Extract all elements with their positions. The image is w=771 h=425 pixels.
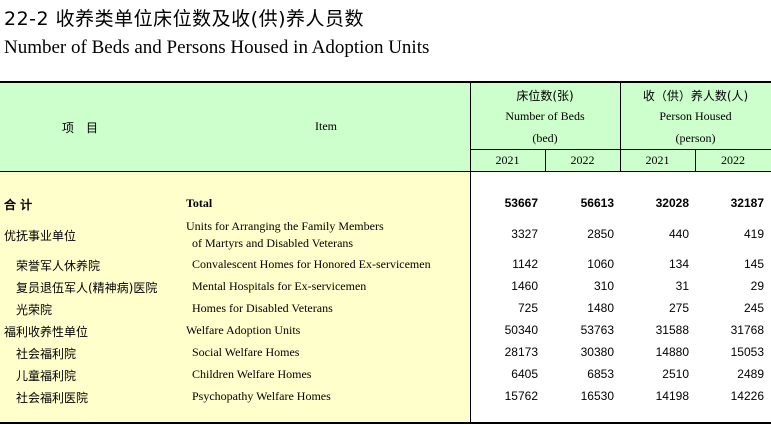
row-label-cn: 社会福利院 bbox=[16, 347, 77, 361]
table-row: 荣誉军人休养院 Convalescent Homes for Honored E… bbox=[0, 257, 771, 273]
cell-beds-2021: 53667 bbox=[504, 196, 538, 210]
header-persons-en: Person Housed bbox=[659, 109, 732, 123]
persons-year-divider bbox=[695, 149, 696, 171]
header-persons-unit: (person) bbox=[675, 131, 716, 145]
header-year-beds-2021: 2021 bbox=[495, 153, 520, 167]
header-persons-cn: 收（供）养人数(人) bbox=[642, 89, 749, 103]
cell-persons-2021: 14880 bbox=[655, 345, 689, 359]
item-column-divider bbox=[470, 83, 471, 422]
row-label-en: Psychopathy Welfare Homes bbox=[192, 389, 331, 403]
row-label-cn: 儿童福利院 bbox=[16, 369, 77, 383]
cell-persons-2022: 2489 bbox=[737, 367, 764, 381]
row-label-cn: 复员退伍军人(精神病)医院 bbox=[16, 281, 158, 295]
row-label-en: Welfare Adoption Units bbox=[186, 323, 301, 337]
row-label-en: Social Welfare Homes bbox=[192, 345, 300, 359]
year-row-top-line bbox=[470, 149, 771, 150]
cell-persons-2022: 31768 bbox=[730, 323, 764, 337]
header-year-persons-2022: 2022 bbox=[721, 153, 745, 167]
cell-persons-2021: 275 bbox=[668, 301, 689, 315]
table-row: 儿童福利院 Children Welfare Homes 6405 6853 2… bbox=[0, 367, 771, 383]
cell-persons-2021: 14198 bbox=[655, 389, 689, 403]
table-row: 社会福利医院 Psychopathy Welfare Homes 15762 1… bbox=[0, 389, 771, 405]
cell-persons-2022: 14226 bbox=[730, 389, 764, 403]
row-label-cn: 优抚事业单位 bbox=[4, 229, 77, 243]
table-row-total: 合 计 Total 53667 56613 32028 32187 bbox=[0, 196, 771, 212]
cell-beds-2021: 50340 bbox=[504, 323, 538, 337]
row-label-en: Children Welfare Homes bbox=[192, 367, 312, 381]
table-row: 光荣院 Homes for Disabled Veterans 725 1480… bbox=[0, 301, 771, 317]
cell-persons-2021: 134 bbox=[668, 257, 689, 271]
header-beds-cn: 床位数(张) bbox=[516, 89, 574, 103]
cell-persons-2021: 31588 bbox=[655, 323, 689, 337]
cell-persons-2021: 440 bbox=[668, 227, 689, 241]
header-bottom-line bbox=[0, 171, 771, 172]
cell-beds-2021: 28173 bbox=[504, 345, 538, 359]
cell-beds-2022: 310 bbox=[593, 279, 614, 293]
beds-year-divider bbox=[545, 149, 546, 171]
cell-beds-2021: 3327 bbox=[511, 227, 538, 241]
table-row: 社会福利院 Social Welfare Homes 28173 30380 1… bbox=[0, 345, 771, 361]
cell-beds-2021: 15762 bbox=[504, 389, 538, 403]
cell-beds-2022: 6853 bbox=[587, 367, 614, 381]
row-label-cn: 光荣院 bbox=[16, 303, 53, 317]
header-group-divider bbox=[620, 83, 621, 171]
row-label-en: Total bbox=[186, 196, 213, 210]
table-title-english: Number of Beds and Persons Housed in Ado… bbox=[4, 37, 430, 58]
item-column-body bbox=[0, 171, 470, 422]
header-year-persons-2021: 2021 bbox=[645, 153, 670, 167]
cell-persons-2022: 32187 bbox=[730, 196, 764, 210]
cell-persons-2021: 32028 bbox=[655, 196, 689, 210]
cell-beds-2021: 1142 bbox=[512, 257, 538, 271]
cell-persons-2022: 419 bbox=[743, 227, 764, 241]
cell-beds-2022: 2850 bbox=[587, 227, 614, 241]
cell-persons-2022: 29 bbox=[750, 279, 764, 293]
table-row: 优抚事业单位 Units for Arranging the Family Me… bbox=[0, 219, 771, 253]
row-label-cn: 社会福利医院 bbox=[16, 391, 89, 405]
cell-persons-2022: 15053 bbox=[730, 345, 764, 359]
cell-beds-2021: 6405 bbox=[511, 367, 538, 381]
table-row: 复员退伍军人(精神病)医院 Mental Hospitals for Ex-se… bbox=[0, 279, 771, 295]
header-beds-unit: (bed) bbox=[532, 131, 558, 145]
row-label-cn: 荣誉军人休养院 bbox=[16, 259, 101, 273]
header-item-area bbox=[0, 83, 470, 171]
bottom-rule bbox=[0, 422, 771, 424]
row-label-en: Units for Arranging the Family Members bbox=[186, 219, 384, 233]
row-label-cn: 合 计 bbox=[4, 198, 33, 212]
cell-beds-2021: 1460 bbox=[511, 279, 538, 293]
cell-beds-2022: 30380 bbox=[580, 345, 614, 359]
row-label-en: Homes for Disabled Veterans bbox=[192, 301, 333, 315]
cell-beds-2022: 53763 bbox=[580, 323, 614, 337]
cell-beds-2022: 1480 bbox=[587, 301, 614, 315]
cell-persons-2022: 245 bbox=[743, 301, 764, 315]
row-label-cn: 福利收养性单位 bbox=[4, 325, 89, 339]
cell-beds-2022: 1060 bbox=[587, 257, 614, 271]
row-label-en: Mental Hospitals for Ex-servicemen bbox=[192, 279, 367, 293]
cell-persons-2021: 2510 bbox=[662, 367, 689, 381]
row-label-en: Convalescent Homes for Honored Ex-servic… bbox=[192, 257, 431, 271]
row-label-en-continued: of Martyrs and Disabled Veterans bbox=[192, 236, 354, 250]
cell-beds-2022: 16530 bbox=[580, 389, 614, 403]
header-item-en: Item bbox=[315, 119, 337, 133]
table-title-chinese: 22-2 收养类单位床位数及收(供)养人员数 bbox=[4, 8, 364, 30]
header-year-beds-2022: 2022 bbox=[570, 153, 595, 167]
cell-beds-2022: 56613 bbox=[580, 196, 614, 210]
table-row: 福利收养性单位 Welfare Adoption Units 50340 537… bbox=[0, 323, 771, 339]
cell-beds-2021: 725 bbox=[517, 301, 538, 315]
top-rule bbox=[0, 81, 771, 83]
cell-persons-2022: 145 bbox=[743, 257, 764, 271]
header-beds-en: Number of Beds bbox=[505, 109, 585, 123]
header-item-cn: 项 目 bbox=[61, 121, 98, 135]
cell-persons-2021: 31 bbox=[675, 279, 689, 293]
